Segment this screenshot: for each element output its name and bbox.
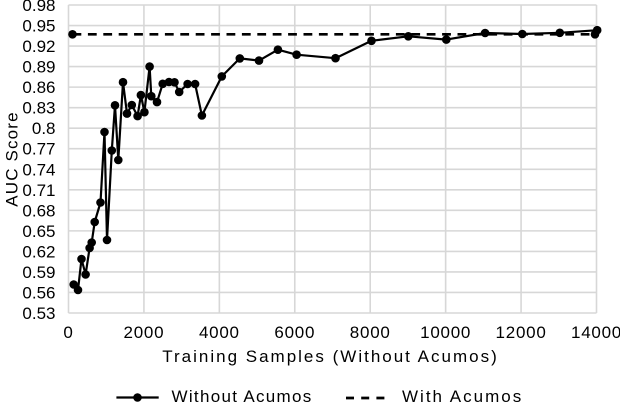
svg-text:0.68: 0.68	[22, 201, 55, 220]
svg-text:4000: 4000	[199, 323, 240, 342]
svg-text:0.89: 0.89	[22, 58, 55, 77]
svg-text:Without Acumos: Without Acumos	[172, 387, 313, 406]
svg-text:12000: 12000	[496, 323, 547, 342]
svg-text:With Acumos: With Acumos	[402, 387, 523, 406]
svg-text:Training Samples (Without Acum: Training Samples (Without Acumos)	[162, 347, 499, 366]
svg-text:0.77: 0.77	[22, 140, 55, 159]
svg-text:0.8: 0.8	[32, 119, 56, 138]
svg-text:6000: 6000	[274, 323, 315, 342]
svg-text:0.56: 0.56	[22, 283, 55, 302]
svg-text:14000: 14000	[571, 323, 620, 342]
svg-text:8000: 8000	[350, 323, 391, 342]
svg-text:10000: 10000	[420, 323, 471, 342]
svg-text:0.92: 0.92	[22, 37, 55, 56]
svg-text:0: 0	[63, 323, 73, 342]
svg-text:0.83: 0.83	[22, 99, 55, 118]
svg-text:0.74: 0.74	[22, 160, 55, 179]
svg-text:0.65: 0.65	[22, 222, 55, 241]
svg-text:0.62: 0.62	[22, 242, 55, 261]
svg-text:AUC Score: AUC Score	[3, 111, 22, 206]
svg-text:0.98: 0.98	[22, 0, 55, 15]
svg-text:0.71: 0.71	[22, 181, 55, 200]
svg-text:0.86: 0.86	[22, 78, 55, 97]
svg-text:0.59: 0.59	[22, 263, 55, 282]
svg-text:0.53: 0.53	[22, 304, 55, 323]
svg-text:0.95: 0.95	[22, 17, 55, 36]
svg-text:2000: 2000	[124, 323, 165, 342]
